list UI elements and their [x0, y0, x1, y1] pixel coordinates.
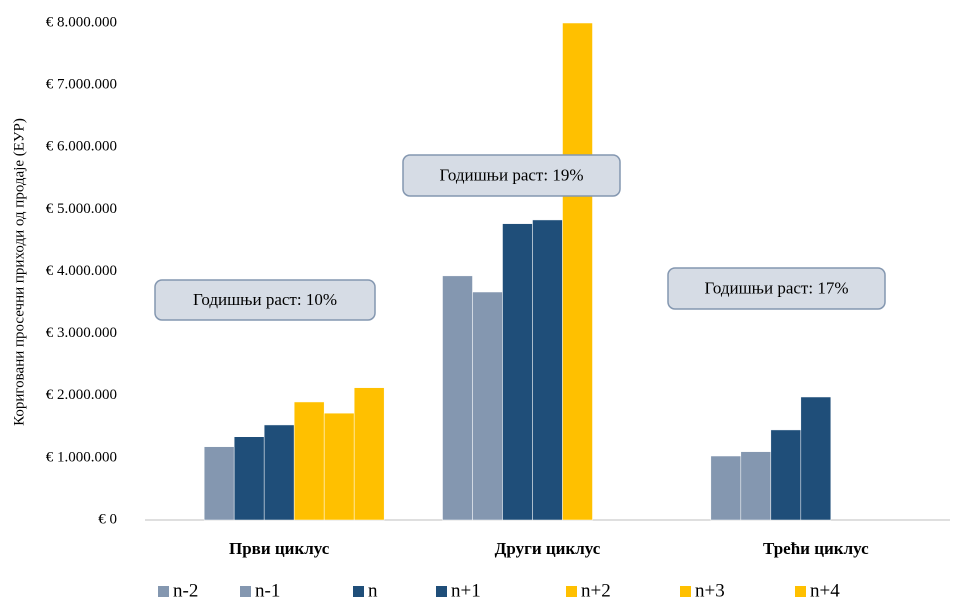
- y-tick-label: € 7.000.000: [46, 77, 117, 93]
- bar: [203, 446, 235, 521]
- bar: [502, 223, 533, 521]
- y-tick-label: € 4.000.000: [46, 263, 117, 279]
- y-tick-label: € 2.000.000: [46, 387, 117, 403]
- bar: [442, 275, 473, 521]
- bar: [562, 22, 593, 521]
- x-tick-label: Трећи циклус: [763, 539, 869, 558]
- legend-swatch: [566, 586, 577, 597]
- bar: [323, 412, 355, 521]
- bar: [710, 455, 742, 521]
- bar: [740, 451, 772, 521]
- legend-label: n: [368, 580, 378, 601]
- bar: [263, 424, 295, 521]
- bar: [293, 401, 325, 521]
- bar: [770, 429, 802, 521]
- y-tick-label: € 8.000.000: [46, 14, 117, 30]
- legend-label: n+2: [581, 580, 611, 601]
- annotation: Годишњи раст: 17%: [705, 278, 849, 297]
- legend-label: n+1: [451, 580, 481, 601]
- bar: [472, 291, 503, 521]
- annotation: Годишњи раст: 19%: [440, 165, 584, 184]
- annotation-box: [154, 279, 376, 321]
- bar: [353, 387, 385, 521]
- legend-label: n+3: [695, 580, 725, 601]
- bar: [233, 436, 265, 521]
- bar: [800, 396, 832, 521]
- annotation-box: [402, 154, 621, 197]
- legend-swatch: [240, 586, 251, 597]
- y-tick-label: € 5.000.000: [46, 201, 117, 217]
- legend-label: n-2: [173, 580, 198, 601]
- legend-label: n-1: [255, 580, 280, 601]
- y-axis-label: Кориговани просечни приходи од продаје (…: [11, 118, 27, 426]
- legend-swatch: [353, 586, 364, 597]
- y-tick-label: € 6.000.000: [46, 139, 117, 155]
- legend-label: n+4: [810, 580, 840, 601]
- bar: [532, 219, 563, 521]
- legend-swatch: [680, 586, 691, 597]
- x-tick-label: Први циклус: [229, 539, 330, 558]
- legend-swatch: [436, 586, 447, 597]
- y-tick-label: € 1.000.000: [46, 449, 117, 465]
- annotation-box: [667, 267, 886, 310]
- y-tick-label: € 3.000.000: [46, 325, 117, 341]
- legend-swatch: [795, 586, 806, 597]
- legend-swatch: [158, 586, 169, 597]
- annotation: Годишњи раст: 10%: [193, 290, 337, 309]
- y-tick-label: € 0: [98, 511, 117, 527]
- x-tick-label: Други циклус: [495, 539, 601, 558]
